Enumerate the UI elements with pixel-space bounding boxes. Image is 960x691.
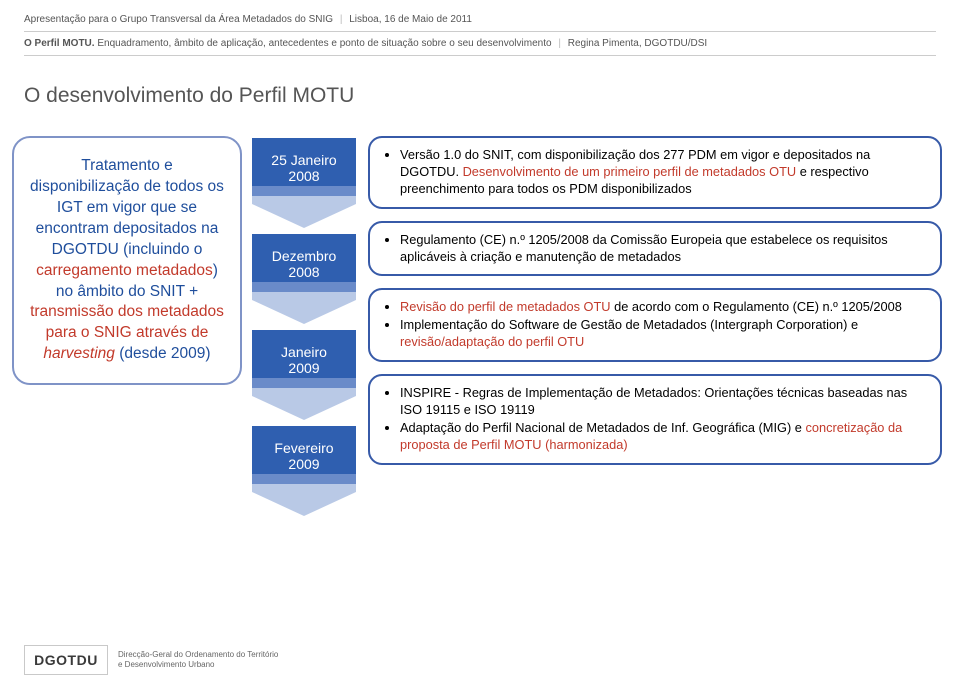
header-context: Apresentação para o Grupo Transversal da… xyxy=(24,14,333,25)
info-item: Revisão do perfil de metadados OTU de ac… xyxy=(400,299,928,316)
info-item: INSPIRE - Regras de Implementação de Met… xyxy=(400,385,928,419)
info-segment: Adaptação do Perfil Nacional de Metadado… xyxy=(400,420,805,435)
header-rule-2 xyxy=(24,55,936,56)
summary-segment: (desde 2009) xyxy=(115,345,211,362)
info-box-2: Regulamento (CE) n.º 1205/2008 da Comiss… xyxy=(368,221,942,277)
info-segment: Regulamento (CE) n.º 1205/2008 da Comiss… xyxy=(400,232,888,264)
summary-segment: harvesting xyxy=(43,345,115,362)
summary-segment: Tratamento e disponibilização de todos o… xyxy=(30,157,224,258)
info-segment: de acordo com o Regulamento (CE) n.º 120… xyxy=(611,299,902,314)
timeline-arrow: 25 Janeiro2008 xyxy=(252,138,356,228)
arrow-label: 25 Janeiro2008 xyxy=(252,152,356,184)
header-date: Lisboa, 16 de Maio de 2011 xyxy=(349,14,472,25)
info-segment: Revisão do perfil de metadados OTU xyxy=(400,299,611,314)
info-item: Versão 1.0 do SNIT, com disponibilização… xyxy=(400,147,928,198)
timeline-arrow: Fevereiro2009 xyxy=(252,426,356,516)
info-item: Implementação do Software de Gestão de M… xyxy=(400,317,928,351)
footer: DGOTDU Direcção-Geral do Ordenamento do … xyxy=(24,645,278,675)
summary-segment: transmissão dos metadados para o SNIG at… xyxy=(30,303,224,341)
info-segment: revisão/adaptação do perfil OTU xyxy=(400,334,584,349)
header-subtitle: Enquadramento, âmbito de aplicação, ante… xyxy=(97,38,551,49)
header-line-1: Apresentação para o Grupo Transversal da… xyxy=(24,14,936,25)
info-item: Adaptação do Perfil Nacional de Metadado… xyxy=(400,420,928,454)
logo: DGOTDU xyxy=(24,645,108,675)
summary-segment: carregamento metadados xyxy=(36,262,213,279)
timeline-arrows: 25 Janeiro2008 Dezembro2008 Janeiro2009 … xyxy=(252,138,360,516)
info-item: Regulamento (CE) n.º 1205/2008 da Comiss… xyxy=(400,232,928,266)
info-box-4: INSPIRE - Regras de Implementação de Met… xyxy=(368,374,942,465)
arrow-label: Dezembro2008 xyxy=(252,248,356,280)
header-sep-2: | xyxy=(558,38,561,49)
info-box-3: Revisão do perfil de metadados OTU de ac… xyxy=(368,288,942,362)
info-segment: Desenvolvimento de um primeiro perfil de… xyxy=(463,164,797,179)
info-box-1: Versão 1.0 do SNIT, com disponibilização… xyxy=(368,136,942,209)
info-segment: Implementação do Software de Gestão de M… xyxy=(400,317,858,332)
header-author: Regina Pimenta, DGOTDU/DSI xyxy=(568,38,708,49)
detail-boxes: Versão 1.0 do SNIT, com disponibilização… xyxy=(368,136,942,465)
arrow-label: Fevereiro2009 xyxy=(252,440,356,472)
summary-box: Tratamento e disponibilização de todos o… xyxy=(12,136,242,385)
header-line-2: O Perfil MOTU. Enquadramento, âmbito de … xyxy=(24,38,936,49)
timeline-arrow: Dezembro2008 xyxy=(252,234,356,324)
page-title: O desenvolvimento do Perfil MOTU xyxy=(24,84,960,108)
slide-header: Apresentação para o Grupo Transversal da… xyxy=(0,0,960,66)
header-sep: | xyxy=(340,14,343,25)
arrow-label: Janeiro2009 xyxy=(252,344,356,376)
logo-subtitle: Direcção-Geral do Ordenamento do Territó… xyxy=(118,650,278,669)
info-segment: INSPIRE - Regras de Implementação de Met… xyxy=(400,385,907,417)
header-topic: O Perfil MOTU. xyxy=(24,38,95,49)
timeline-arrow: Janeiro2009 xyxy=(252,330,356,420)
logo-sub-line1: Direcção-Geral do Ordenamento do Territó… xyxy=(118,650,278,660)
logo-sub-line2: e Desenvolvimento Urbano xyxy=(118,660,278,670)
header-rule xyxy=(24,31,936,32)
content-row: Tratamento e disponibilização de todos o… xyxy=(0,130,960,516)
